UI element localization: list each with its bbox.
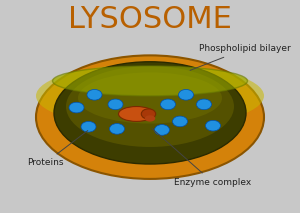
Ellipse shape <box>145 115 155 122</box>
Circle shape <box>108 99 123 110</box>
Ellipse shape <box>36 55 264 179</box>
Circle shape <box>178 89 194 100</box>
Text: Phospholipid bilayer: Phospholipid bilayer <box>190 45 291 70</box>
Ellipse shape <box>78 72 222 124</box>
Circle shape <box>81 121 96 132</box>
Text: Enzyme complex: Enzyme complex <box>152 129 251 187</box>
Text: Proteins: Proteins <box>27 131 88 167</box>
Circle shape <box>87 89 102 100</box>
Circle shape <box>206 120 220 131</box>
Text: LYSOSOME: LYSOSOME <box>68 5 232 34</box>
Circle shape <box>69 102 84 113</box>
Circle shape <box>172 116 188 127</box>
Ellipse shape <box>54 62 246 164</box>
Circle shape <box>154 125 169 135</box>
Circle shape <box>196 99 211 110</box>
Ellipse shape <box>66 66 234 147</box>
Ellipse shape <box>118 106 154 121</box>
Ellipse shape <box>36 64 264 128</box>
Circle shape <box>110 124 124 134</box>
Ellipse shape <box>52 66 247 96</box>
Circle shape <box>160 99 175 110</box>
Ellipse shape <box>141 109 156 119</box>
